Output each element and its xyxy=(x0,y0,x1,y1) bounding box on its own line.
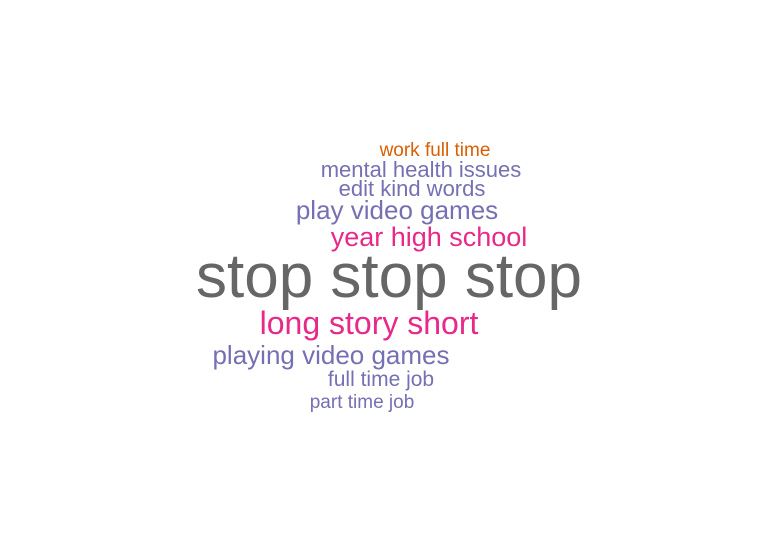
word-full-time-job: full time job xyxy=(327,368,435,391)
word-play-video-games: play video games xyxy=(295,195,499,225)
word-part-time-job: part time job xyxy=(309,392,415,413)
word-playing-video-games: playing video games xyxy=(212,340,450,370)
word-work-full-time: work full time xyxy=(379,140,491,161)
word-mental-health-issues: mental health issues xyxy=(320,157,522,182)
word-long-story-short: long story short xyxy=(259,305,479,341)
word-edit-kind-words: edit kind words xyxy=(338,176,486,201)
word-stop-stop-stop: stop stop stop xyxy=(195,242,583,311)
word-year-high-school: year high school xyxy=(330,222,528,252)
